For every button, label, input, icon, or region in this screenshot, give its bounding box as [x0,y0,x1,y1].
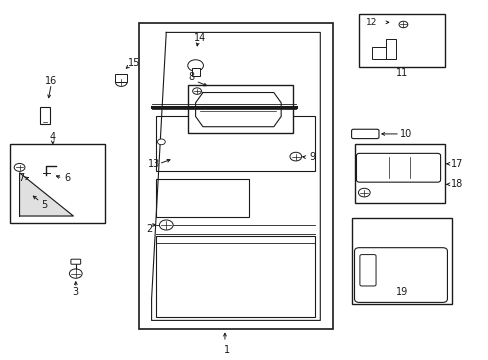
Bar [191,68,199,76]
Text: 17: 17 [450,159,462,169]
Bar [359,14,444,67]
FancyBboxPatch shape [359,255,375,286]
Text: 6: 6 [64,173,70,183]
Bar [40,107,50,124]
Bar [386,39,395,59]
Bar [156,236,315,317]
Circle shape [69,269,82,278]
Circle shape [157,139,165,145]
Text: 11: 11 [395,68,407,78]
Bar [10,144,105,223]
Text: 18: 18 [450,179,462,189]
Text: 4: 4 [50,132,56,142]
FancyBboxPatch shape [356,153,440,182]
Text: 19: 19 [395,287,407,297]
Text: 10: 10 [399,129,411,139]
FancyBboxPatch shape [354,248,447,302]
Circle shape [289,152,301,161]
Bar [156,116,315,171]
Text: 15: 15 [128,58,141,68]
Text: 13: 13 [147,159,160,169]
Circle shape [115,78,127,86]
Text: 7: 7 [18,173,24,183]
Text: 14: 14 [194,33,206,43]
Text: 3: 3 [73,287,79,297]
Text: 9: 9 [308,152,314,162]
Bar [188,85,293,133]
Circle shape [358,188,369,197]
Circle shape [159,220,173,230]
Bar [371,47,393,59]
Text: 8: 8 [188,72,194,82]
Bar [139,23,332,329]
FancyBboxPatch shape [71,259,81,264]
Text: 5: 5 [41,200,47,210]
Circle shape [187,60,203,71]
Text: 12: 12 [365,18,377,27]
Text: 1: 1 [224,345,230,355]
Polygon shape [20,173,73,216]
Circle shape [398,21,407,28]
FancyBboxPatch shape [351,129,378,139]
Text: 16: 16 [45,76,58,86]
Polygon shape [195,93,281,127]
Circle shape [192,88,201,94]
Text: 2: 2 [146,224,152,234]
Bar [351,218,451,304]
Bar [115,74,127,82]
Bar [354,144,444,203]
Circle shape [14,163,25,171]
Bar [156,179,249,217]
